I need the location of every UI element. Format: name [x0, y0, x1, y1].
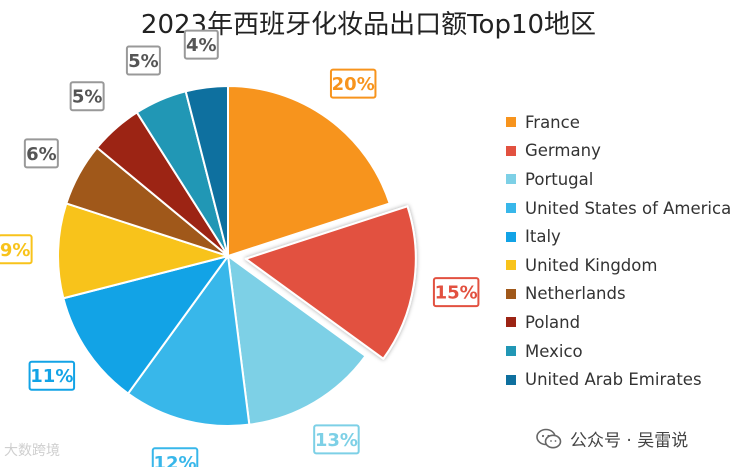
legend-label: France [525, 112, 580, 132]
data-label-box [23, 138, 59, 169]
data-label-portugal: 13% [313, 424, 360, 455]
data-label-text: 15% [435, 283, 478, 304]
legend-item-united-arab-emirates: United Arab Emirates [506, 365, 731, 394]
pie-slice-united-kingdom [56, 202, 229, 300]
data-label-text: 4% [186, 35, 217, 56]
legend-label: Mexico [525, 341, 583, 361]
legend-item-portugal: Portugal [506, 165, 731, 194]
legend-label: Netherlands [525, 284, 626, 304]
legend-swatch [506, 260, 516, 271]
data-label-netherlands: 6% [23, 138, 59, 169]
data-label-text: 9% [0, 240, 30, 261]
data-label-france: 20% [329, 68, 377, 99]
data-label-box [151, 447, 199, 467]
pie-slice-united-states-of-america [127, 255, 251, 427]
data-label-box [0, 234, 33, 265]
legend-swatch [506, 231, 516, 242]
data-label-text: 5% [128, 51, 159, 72]
legend-item-united-kingdom: United Kingdom [506, 251, 731, 280]
data-label-text: 6% [26, 144, 57, 165]
watermark-right-text: 公众号 · 吴雷说 [570, 431, 689, 451]
data-label-box [329, 68, 377, 99]
chart-legend: France Germany Portugal United States of Am… [506, 108, 731, 394]
data-label-text: 5% [72, 87, 103, 108]
data-label-box [313, 424, 360, 455]
legend-label: Poland [525, 312, 581, 332]
legend-item-mexico: Mexico [506, 337, 731, 366]
wechat-icon [536, 428, 562, 448]
legend-item-poland: Poland [506, 308, 731, 337]
data-label-germany: 15% [432, 277, 480, 308]
data-label-mexico: 5% [125, 45, 161, 76]
pie-slice-germany [244, 205, 417, 360]
legend-swatch [506, 374, 516, 385]
data-label-box [432, 277, 480, 308]
data-label-text: 13% [315, 430, 358, 451]
data-label-box [183, 29, 219, 60]
data-label-box [69, 81, 105, 112]
watermark-left: 大数跨境 [4, 443, 60, 459]
legend-swatch [506, 288, 516, 299]
legend-swatch [506, 317, 516, 328]
pie-slice-italy [62, 255, 229, 395]
legend-label: Italy [525, 227, 561, 247]
pie-slice-portugal [227, 255, 367, 426]
data-label-italy: 11% [28, 360, 76, 391]
legend-label: United States of America [525, 198, 732, 218]
data-label-text: 12% [153, 453, 196, 467]
legend-label: United Arab Emirates [525, 370, 702, 390]
data-label-box [125, 45, 161, 76]
data-label-text: 11% [30, 366, 73, 387]
legend-swatch [506, 346, 516, 357]
watermark-right: 公众号 · 吴雷说 [536, 426, 688, 451]
pie-slice-united-arab-emirates [184, 85, 229, 257]
legend-item-france: France [506, 108, 731, 137]
legend-swatch [506, 174, 516, 185]
legend-label: Portugal [525, 169, 594, 189]
data-label-text: 20% [332, 74, 375, 95]
data-label-united-arab-emirates: 4% [183, 29, 219, 60]
data-label-box [28, 360, 76, 391]
data-label-united-kingdom: 9% [0, 234, 33, 265]
legend-swatch [506, 145, 516, 156]
legend-item-netherlands: Netherlands [506, 280, 731, 309]
legend-item-italy: Italy [506, 222, 731, 251]
pie-slice-france [227, 85, 391, 257]
legend-swatch [506, 203, 516, 214]
legend-label: Germany [525, 141, 601, 161]
data-label-united-states-of-america: 12% [151, 447, 199, 467]
legend-label: United Kingdom [525, 255, 658, 275]
legend-swatch [506, 117, 516, 128]
legend-item-united-states-of-america: United States of America [506, 194, 731, 223]
legend-item-germany: Germany [506, 137, 731, 166]
data-label-poland: 5% [69, 81, 105, 112]
